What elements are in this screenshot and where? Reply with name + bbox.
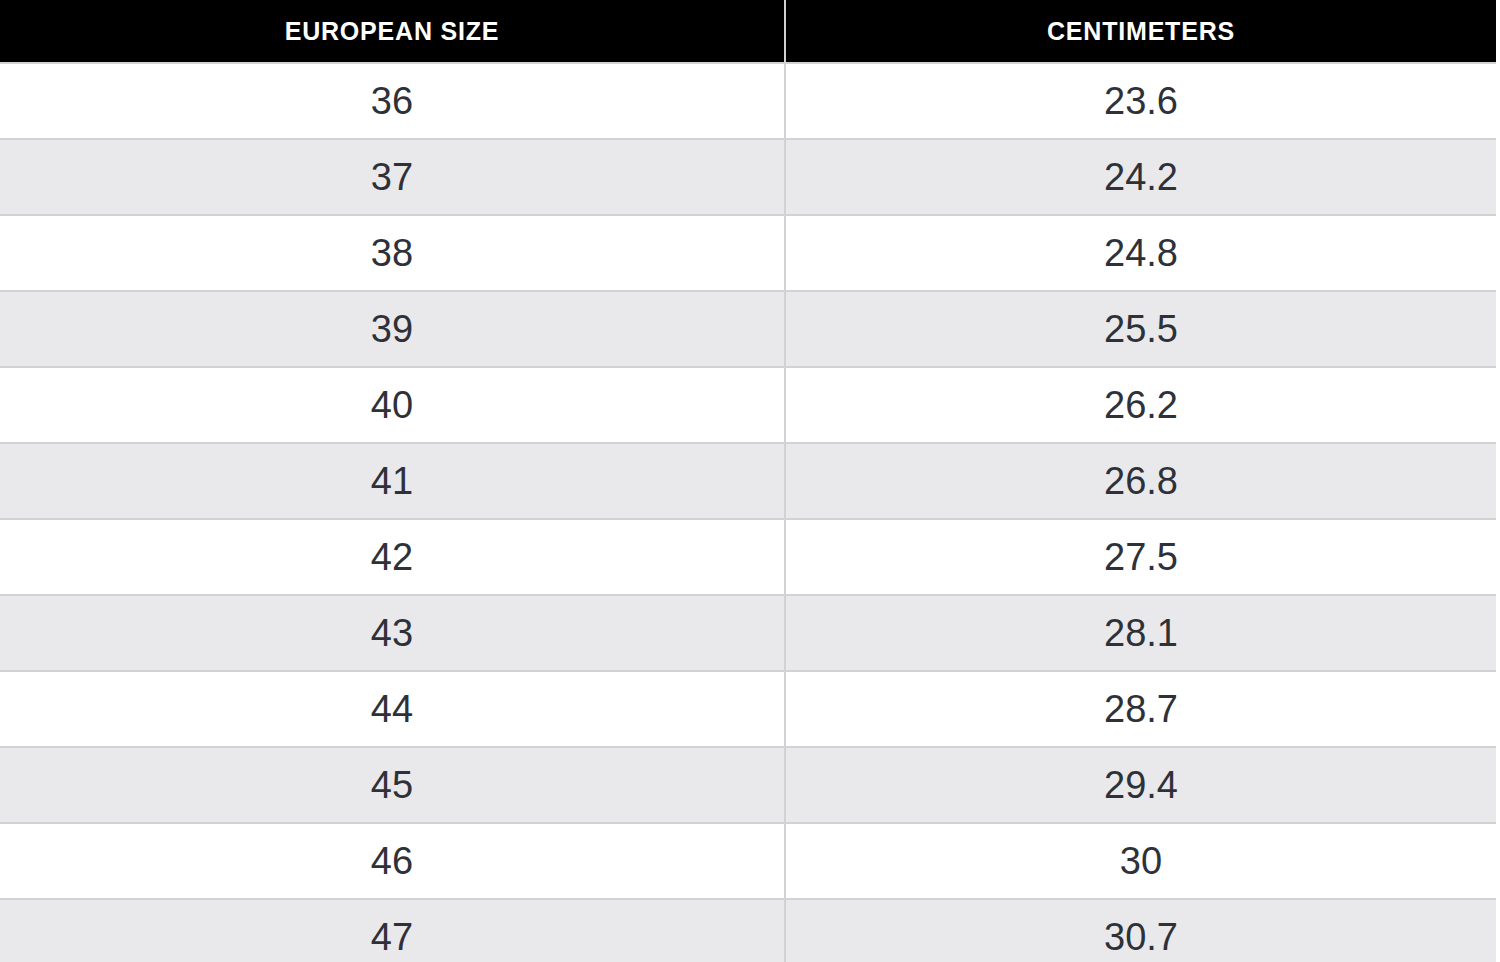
table-header-row: EUROPEAN SIZE CENTIMETERS [0,0,1496,63]
table-row: 45 29.4 [0,747,1496,823]
column-header-centimeters: CENTIMETERS [785,0,1496,63]
cm-cell: 26.2 [785,367,1496,443]
eu-size-cell: 36 [0,63,785,139]
eu-size-cell: 39 [0,291,785,367]
cm-cell: 25.5 [785,291,1496,367]
table-row: 46 30 [0,823,1496,899]
table-row: 37 24.2 [0,139,1496,215]
table-row: 40 26.2 [0,367,1496,443]
table-row: 43 28.1 [0,595,1496,671]
cm-cell: 27.5 [785,519,1496,595]
eu-size-cell: 44 [0,671,785,747]
eu-size-cell: 43 [0,595,785,671]
eu-size-cell: 46 [0,823,785,899]
table-row: 36 23.6 [0,63,1496,139]
table-header-row: EUROPEAN SIZE CENTIMETERS [0,0,1496,63]
cm-cell: 28.7 [785,671,1496,747]
cm-cell: 26.8 [785,443,1496,519]
eu-size-cell: 38 [0,215,785,291]
eu-size-cell: 47 [0,899,785,962]
cm-cell: 29.4 [785,747,1496,823]
table-row: 47 30.7 [0,899,1496,962]
table-row: 38 24.8 [0,215,1496,291]
eu-size-cell: 41 [0,443,785,519]
cm-cell: 24.2 [785,139,1496,215]
eu-size-cell: 42 [0,519,785,595]
table-row: 44 28.7 [0,671,1496,747]
eu-size-cell: 40 [0,367,785,443]
eu-size-cell: 37 [0,139,785,215]
cm-cell: 24.8 [785,215,1496,291]
cm-cell: 30 [785,823,1496,899]
table-body: 36 23.6 37 24.2 38 24.8 39 25.5 40 26.2 … [0,63,1496,962]
size-conversion-table: EUROPEAN SIZE CENTIMETERS 36 23.6 37 24.… [0,0,1496,962]
eu-size-cell: 45 [0,747,785,823]
table-row: 41 26.8 [0,443,1496,519]
cm-cell: 23.6 [785,63,1496,139]
cm-cell: 30.7 [785,899,1496,962]
cm-cell: 28.1 [785,595,1496,671]
column-header-european-size: EUROPEAN SIZE [0,0,785,63]
table-row: 39 25.5 [0,291,1496,367]
table-row: 42 27.5 [0,519,1496,595]
